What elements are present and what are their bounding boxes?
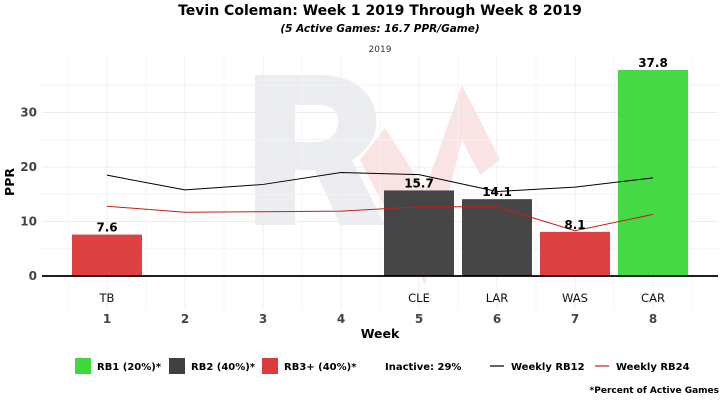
chart-title: Tevin Coleman: Week 1 2019 Through Week … bbox=[178, 3, 582, 19]
y-tick-label: 10 bbox=[20, 215, 37, 229]
opponent-label: CAR bbox=[641, 291, 665, 305]
x-tick-label: 8 bbox=[649, 312, 657, 326]
bar-value-label: 8.1 bbox=[564, 218, 585, 232]
bar-value-label: 37.8 bbox=[638, 56, 668, 70]
x-tick-label: 5 bbox=[415, 312, 423, 326]
legend-label: RB3+ (40%)* bbox=[284, 362, 357, 373]
bar-value-label: 15.7 bbox=[404, 176, 434, 190]
legend-label: Weekly RB24 bbox=[616, 362, 690, 373]
y-tick-labels: 0 10 20 30 bbox=[20, 106, 37, 284]
bar-value-label: 14.1 bbox=[482, 185, 512, 199]
rb24-line bbox=[106, 205, 654, 232]
x-tick-labels: 1 2 3 4 5 6 7 8 bbox=[103, 312, 657, 326]
opponent-label: CLE bbox=[408, 291, 430, 305]
y-axis-label: PPR bbox=[2, 168, 17, 196]
x-tick-label: 2 bbox=[181, 312, 189, 326]
legend-label: Weekly RB12 bbox=[511, 362, 585, 373]
legend-label: RB1 (20%)* bbox=[97, 362, 162, 373]
chart-subtitle: (5 Active Games: 16.7 PPR/Game) bbox=[280, 23, 479, 35]
legend-label: RB2 (40%)* bbox=[191, 362, 256, 373]
legend-swatch bbox=[75, 358, 91, 374]
x-tick-label: 4 bbox=[337, 312, 345, 326]
x-axis-label: Week bbox=[361, 326, 400, 341]
x-tick-label: 1 bbox=[103, 312, 111, 326]
bars bbox=[72, 69, 688, 277]
opponent-label: TB bbox=[99, 291, 115, 305]
legend-label: Inactive: 29% bbox=[385, 362, 461, 373]
opponent-label: WAS bbox=[562, 291, 588, 305]
y-tick-label: 30 bbox=[20, 106, 37, 120]
legend-swatch bbox=[169, 358, 185, 374]
opponent-labels: TB CLE LAR WAS CAR bbox=[99, 291, 665, 305]
bar-value-labels: 7.6 15.7 14.1 8.1 37.8 bbox=[96, 56, 667, 235]
footnote: *Percent of Active Games bbox=[590, 386, 719, 396]
bar-value-label: 7.6 bbox=[96, 221, 117, 235]
x-tick-label: 7 bbox=[571, 312, 579, 326]
opponent-label: LAR bbox=[486, 291, 509, 305]
legend-swatch bbox=[262, 358, 278, 374]
x-tick-label: 6 bbox=[493, 312, 501, 326]
bar-week-8 bbox=[618, 69, 688, 277]
bar-week-5 bbox=[384, 190, 454, 276]
x-tick-label: 3 bbox=[259, 312, 267, 326]
y-tick-label: 0 bbox=[29, 269, 37, 283]
legend: RB1 (20%)* RB2 (40%)* RB3+ (40%)* Inactive:… bbox=[75, 358, 690, 374]
season-label: 2019 bbox=[369, 45, 392, 55]
bar-week-7 bbox=[540, 231, 610, 276]
bar-week-1 bbox=[72, 234, 142, 276]
y-tick-label: 20 bbox=[20, 160, 37, 174]
bar-week-6 bbox=[462, 199, 532, 276]
rb12-line bbox=[106, 171, 654, 193]
series-lines bbox=[106, 171, 654, 232]
